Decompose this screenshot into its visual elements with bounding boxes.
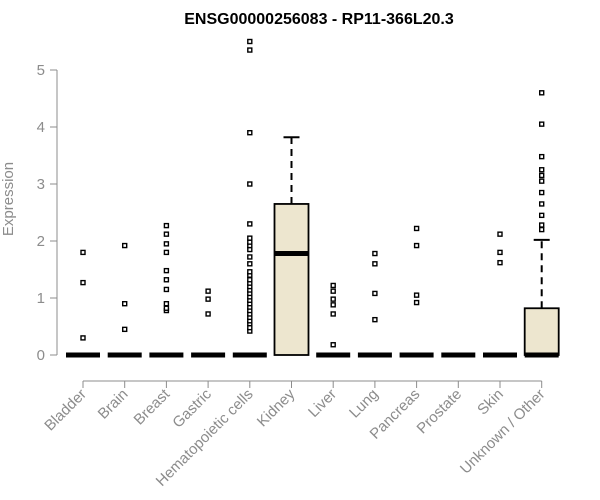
outlier-point (539, 178, 545, 184)
outlier-point (539, 212, 545, 219)
box-bladder (66, 249, 100, 358)
outlier-point (163, 305, 170, 311)
outlier-point (330, 296, 336, 302)
chart-title: ENSG00000256083 - RP11-366L20.3 (184, 11, 454, 28)
box-hematopoietic-cells (232, 38, 267, 358)
outlier-point (539, 189, 545, 196)
outlier-point (539, 201, 545, 207)
y-tick-label: 4 (37, 119, 45, 136)
outlier-point (121, 242, 128, 249)
outlier-point (330, 288, 336, 294)
outlier-point (247, 38, 253, 45)
outlier-point (163, 231, 170, 237)
outlier-point (247, 277, 253, 283)
outlier-point (539, 90, 545, 96)
x-tick-label: Breast (131, 385, 174, 428)
x-tick-label: Bladder (41, 386, 90, 435)
outlier-point (497, 259, 503, 266)
y-tick-label: 5 (37, 62, 45, 79)
outlier-point (80, 335, 86, 341)
outlier-point (330, 342, 336, 348)
outlier-point (413, 299, 420, 306)
outlier-point (163, 277, 170, 283)
outlier-point (247, 221, 253, 227)
outlier-point (121, 301, 128, 307)
outlier-point (247, 129, 253, 136)
y-axis-label: Expression (0, 162, 17, 236)
x-tick-label: Brain (95, 386, 132, 423)
outlier-point (497, 231, 503, 237)
box-breast (149, 222, 184, 358)
y-tick-label: 1 (37, 290, 45, 307)
outlier-point (247, 269, 253, 275)
box-pancreas (399, 225, 434, 358)
outlier-point (372, 250, 378, 257)
box-body (273, 203, 310, 356)
outlier-point (413, 242, 420, 249)
outlier-point (247, 181, 253, 187)
x-tick-label: Liver (305, 386, 340, 421)
outlier-point (413, 292, 420, 298)
outlier-point (539, 222, 545, 228)
x-tick-label: Kidney (254, 385, 299, 430)
outlier-point (539, 167, 545, 173)
box-unknown-other (523, 90, 560, 358)
outlier-point (205, 311, 211, 317)
outlier-point (121, 326, 128, 333)
outlier-point (539, 153, 545, 160)
outlier-point (372, 316, 378, 323)
outlier-point (163, 222, 170, 229)
y-axis: 0 1 2 3 4 5 (37, 62, 58, 364)
outlier-point (247, 47, 253, 53)
outlier-point (163, 267, 170, 274)
x-tick-label: Skin (474, 386, 507, 419)
box-brain (107, 242, 142, 358)
outlier-point (330, 282, 336, 289)
y-tick-label: 0 (37, 347, 45, 364)
outlier-point (80, 279, 86, 286)
y-tick-label: 3 (37, 176, 45, 193)
outlier-point (539, 121, 545, 127)
outlier-point (330, 311, 336, 317)
x-tick-label: Lung (346, 386, 382, 422)
outlier-point (205, 296, 211, 302)
box-kidney (273, 136, 310, 356)
box-gastric (191, 288, 226, 358)
outlier-point (247, 261, 253, 267)
outlier-point (80, 249, 86, 256)
outlier-point (330, 302, 336, 308)
outlier-point (247, 254, 253, 260)
outlier-point (247, 235, 253, 241)
outlier-point (372, 290, 378, 297)
outlier-point (497, 249, 503, 256)
outlier-point (163, 249, 170, 256)
outlier-point (372, 261, 378, 267)
outlier-point (163, 286, 170, 293)
outlier-point (539, 172, 545, 179)
boxes-group (66, 38, 560, 358)
x-tick-label: Prostate (414, 386, 466, 438)
outlier-point (163, 301, 170, 307)
outlier-point (163, 241, 170, 247)
outlier-point (539, 226, 545, 233)
outlier-point (413, 225, 420, 232)
outlier-point (205, 288, 211, 294)
box-body (523, 307, 560, 356)
box-lung (357, 250, 392, 358)
y-tick-label: 2 (37, 233, 45, 250)
box-liver (316, 282, 351, 358)
box-skin (483, 231, 517, 358)
